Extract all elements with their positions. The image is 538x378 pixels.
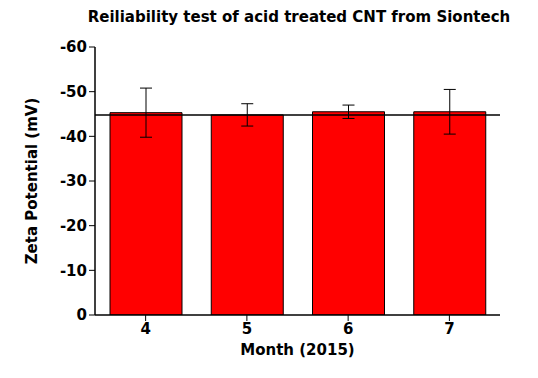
svg-text:-20: -20 [60, 217, 87, 235]
html-text:Reiliability test of acid trea: Reiliability test of acid treated CNT fr… [87, 8, 511, 26]
svg-text:Zeta Potential (mV): Zeta Potential (mV) [23, 98, 41, 265]
svg-text:-30: -30 [60, 172, 87, 190]
svg-text:-40: -40 [60, 128, 87, 146]
svg-text:-60: -60 [60, 38, 87, 56]
svg-text:4: 4 [140, 320, 150, 338]
svg-text:5: 5 [242, 320, 252, 338]
svg-text:7: 7 [444, 320, 454, 338]
svg-text:0: 0 [77, 306, 87, 324]
svg-text:Month (2015): Month (2015) [240, 341, 354, 359]
svg-text:-10: -10 [60, 262, 87, 280]
svg-text:-50: -50 [60, 83, 87, 101]
svg-text:6: 6 [343, 320, 353, 338]
